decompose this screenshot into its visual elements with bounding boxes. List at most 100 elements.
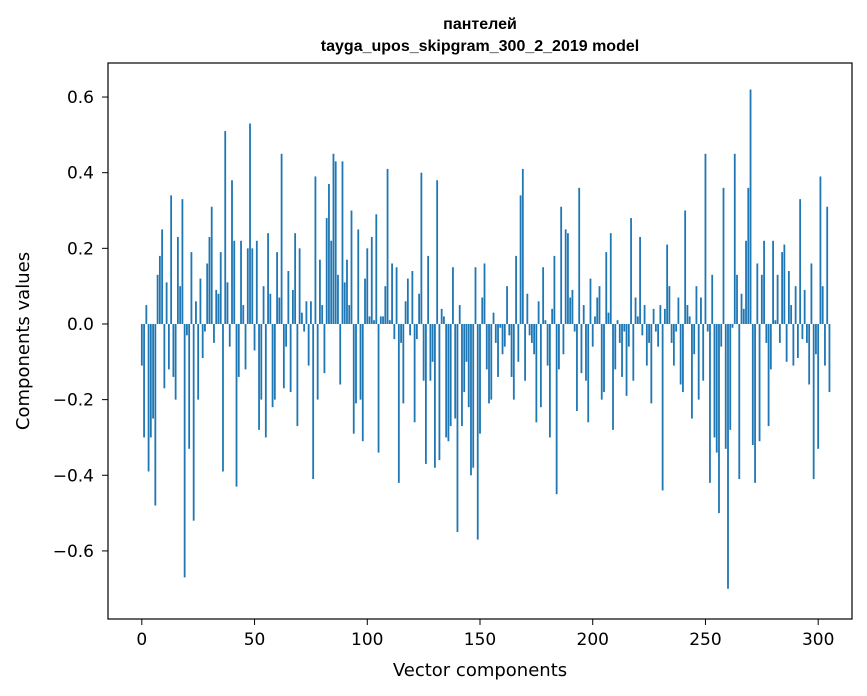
bar-228 <box>654 323 657 332</box>
bar-5 <box>152 323 154 419</box>
bar-140 <box>456 323 459 533</box>
bar-97 <box>359 323 362 400</box>
bar-138 <box>452 267 454 324</box>
bar-126 <box>424 323 427 464</box>
bar-245 <box>693 323 696 355</box>
bar-232 <box>663 308 666 324</box>
bar-202 <box>596 297 599 324</box>
bar-255 <box>715 323 718 453</box>
bar-40 <box>231 180 233 324</box>
bar-82 <box>325 218 328 324</box>
bar-234 <box>668 286 671 324</box>
x-tick-label: 0 <box>136 630 147 650</box>
bar-294 <box>803 289 806 324</box>
bar-293 <box>801 323 804 340</box>
bar-291 <box>796 323 799 359</box>
bar-239 <box>679 323 682 385</box>
bar-29 <box>206 263 209 324</box>
bar-73 <box>305 301 308 324</box>
bar-161 <box>503 323 506 347</box>
bar-42 <box>235 323 238 487</box>
bar-51 <box>255 240 258 324</box>
bar-80 <box>321 305 324 324</box>
bar-154 <box>488 323 490 404</box>
bar-203 <box>598 286 601 324</box>
bar-77 <box>314 176 317 324</box>
bar-216 <box>627 323 630 347</box>
x-tick-label: 300 <box>802 630 834 650</box>
plot-frame <box>107 62 853 620</box>
bar-198 <box>587 323 590 423</box>
bar-280 <box>772 240 774 324</box>
bar-134 <box>443 316 445 324</box>
bar-98 <box>361 323 364 442</box>
bar-89 <box>341 161 344 324</box>
bar-180 <box>546 323 549 366</box>
bar-156 <box>492 312 495 324</box>
bar-114 <box>397 323 400 483</box>
bar-36 <box>222 323 224 472</box>
bar-285 <box>783 244 786 324</box>
bar-265 <box>738 323 741 480</box>
bar-26 <box>199 278 202 324</box>
bar-31 <box>210 206 213 324</box>
bar-136 <box>447 323 450 442</box>
bar-30 <box>208 236 211 324</box>
bar-217 <box>630 218 632 324</box>
bar-147 <box>472 323 475 468</box>
x-tick-label: 200 <box>577 630 609 650</box>
bar-235 <box>670 323 673 343</box>
bar-65 <box>287 271 290 324</box>
bar-21 <box>188 323 191 449</box>
bar-258 <box>722 187 725 324</box>
bar-116 <box>402 323 405 404</box>
bars-group <box>140 89 831 589</box>
bar-262 <box>731 323 734 328</box>
bar-260 <box>727 323 729 589</box>
bar-184 <box>555 323 558 495</box>
bar-219 <box>634 297 637 324</box>
bar-275 <box>760 274 763 324</box>
bar-137 <box>449 323 452 427</box>
bar-249 <box>702 323 705 381</box>
bar-152 <box>483 263 486 324</box>
bar-251 <box>706 323 709 332</box>
x-tick-label: 100 <box>351 630 383 650</box>
bar-259 <box>724 323 727 449</box>
bar-177 <box>539 323 542 408</box>
bar-305 <box>828 323 831 393</box>
bar-83 <box>328 184 330 324</box>
bar-10 <box>163 323 166 389</box>
bar-118 <box>406 278 409 324</box>
bar-270 <box>749 89 752 324</box>
bar-6 <box>154 323 157 506</box>
bar-253 <box>711 274 714 324</box>
bar-1 <box>143 323 145 438</box>
bar-231 <box>661 323 664 491</box>
bar-124 <box>420 172 423 324</box>
bar-153 <box>485 323 488 370</box>
bar-11 <box>165 282 168 324</box>
bar-115 <box>400 323 402 343</box>
bar-99 <box>364 278 366 324</box>
bar-200 <box>591 323 594 347</box>
bar-0 <box>140 323 143 366</box>
bar-233 <box>666 244 669 324</box>
bar-79 <box>319 259 321 324</box>
bar-292 <box>799 199 802 324</box>
bar-176 <box>537 301 540 324</box>
bar-269 <box>747 187 750 324</box>
bar-190 <box>569 297 572 324</box>
bar-211 <box>616 320 619 324</box>
bar-8 <box>158 255 161 324</box>
bar-84 <box>330 240 333 324</box>
bar-20 <box>186 323 188 336</box>
y-tick-label: 0.6 <box>67 88 94 108</box>
bar-247 <box>697 323 700 400</box>
bar-163 <box>508 323 511 336</box>
bar-19 <box>183 323 186 578</box>
bar-243 <box>688 316 691 324</box>
bar-125 <box>422 323 425 381</box>
bar-304 <box>826 206 829 324</box>
bar-166 <box>515 255 517 324</box>
